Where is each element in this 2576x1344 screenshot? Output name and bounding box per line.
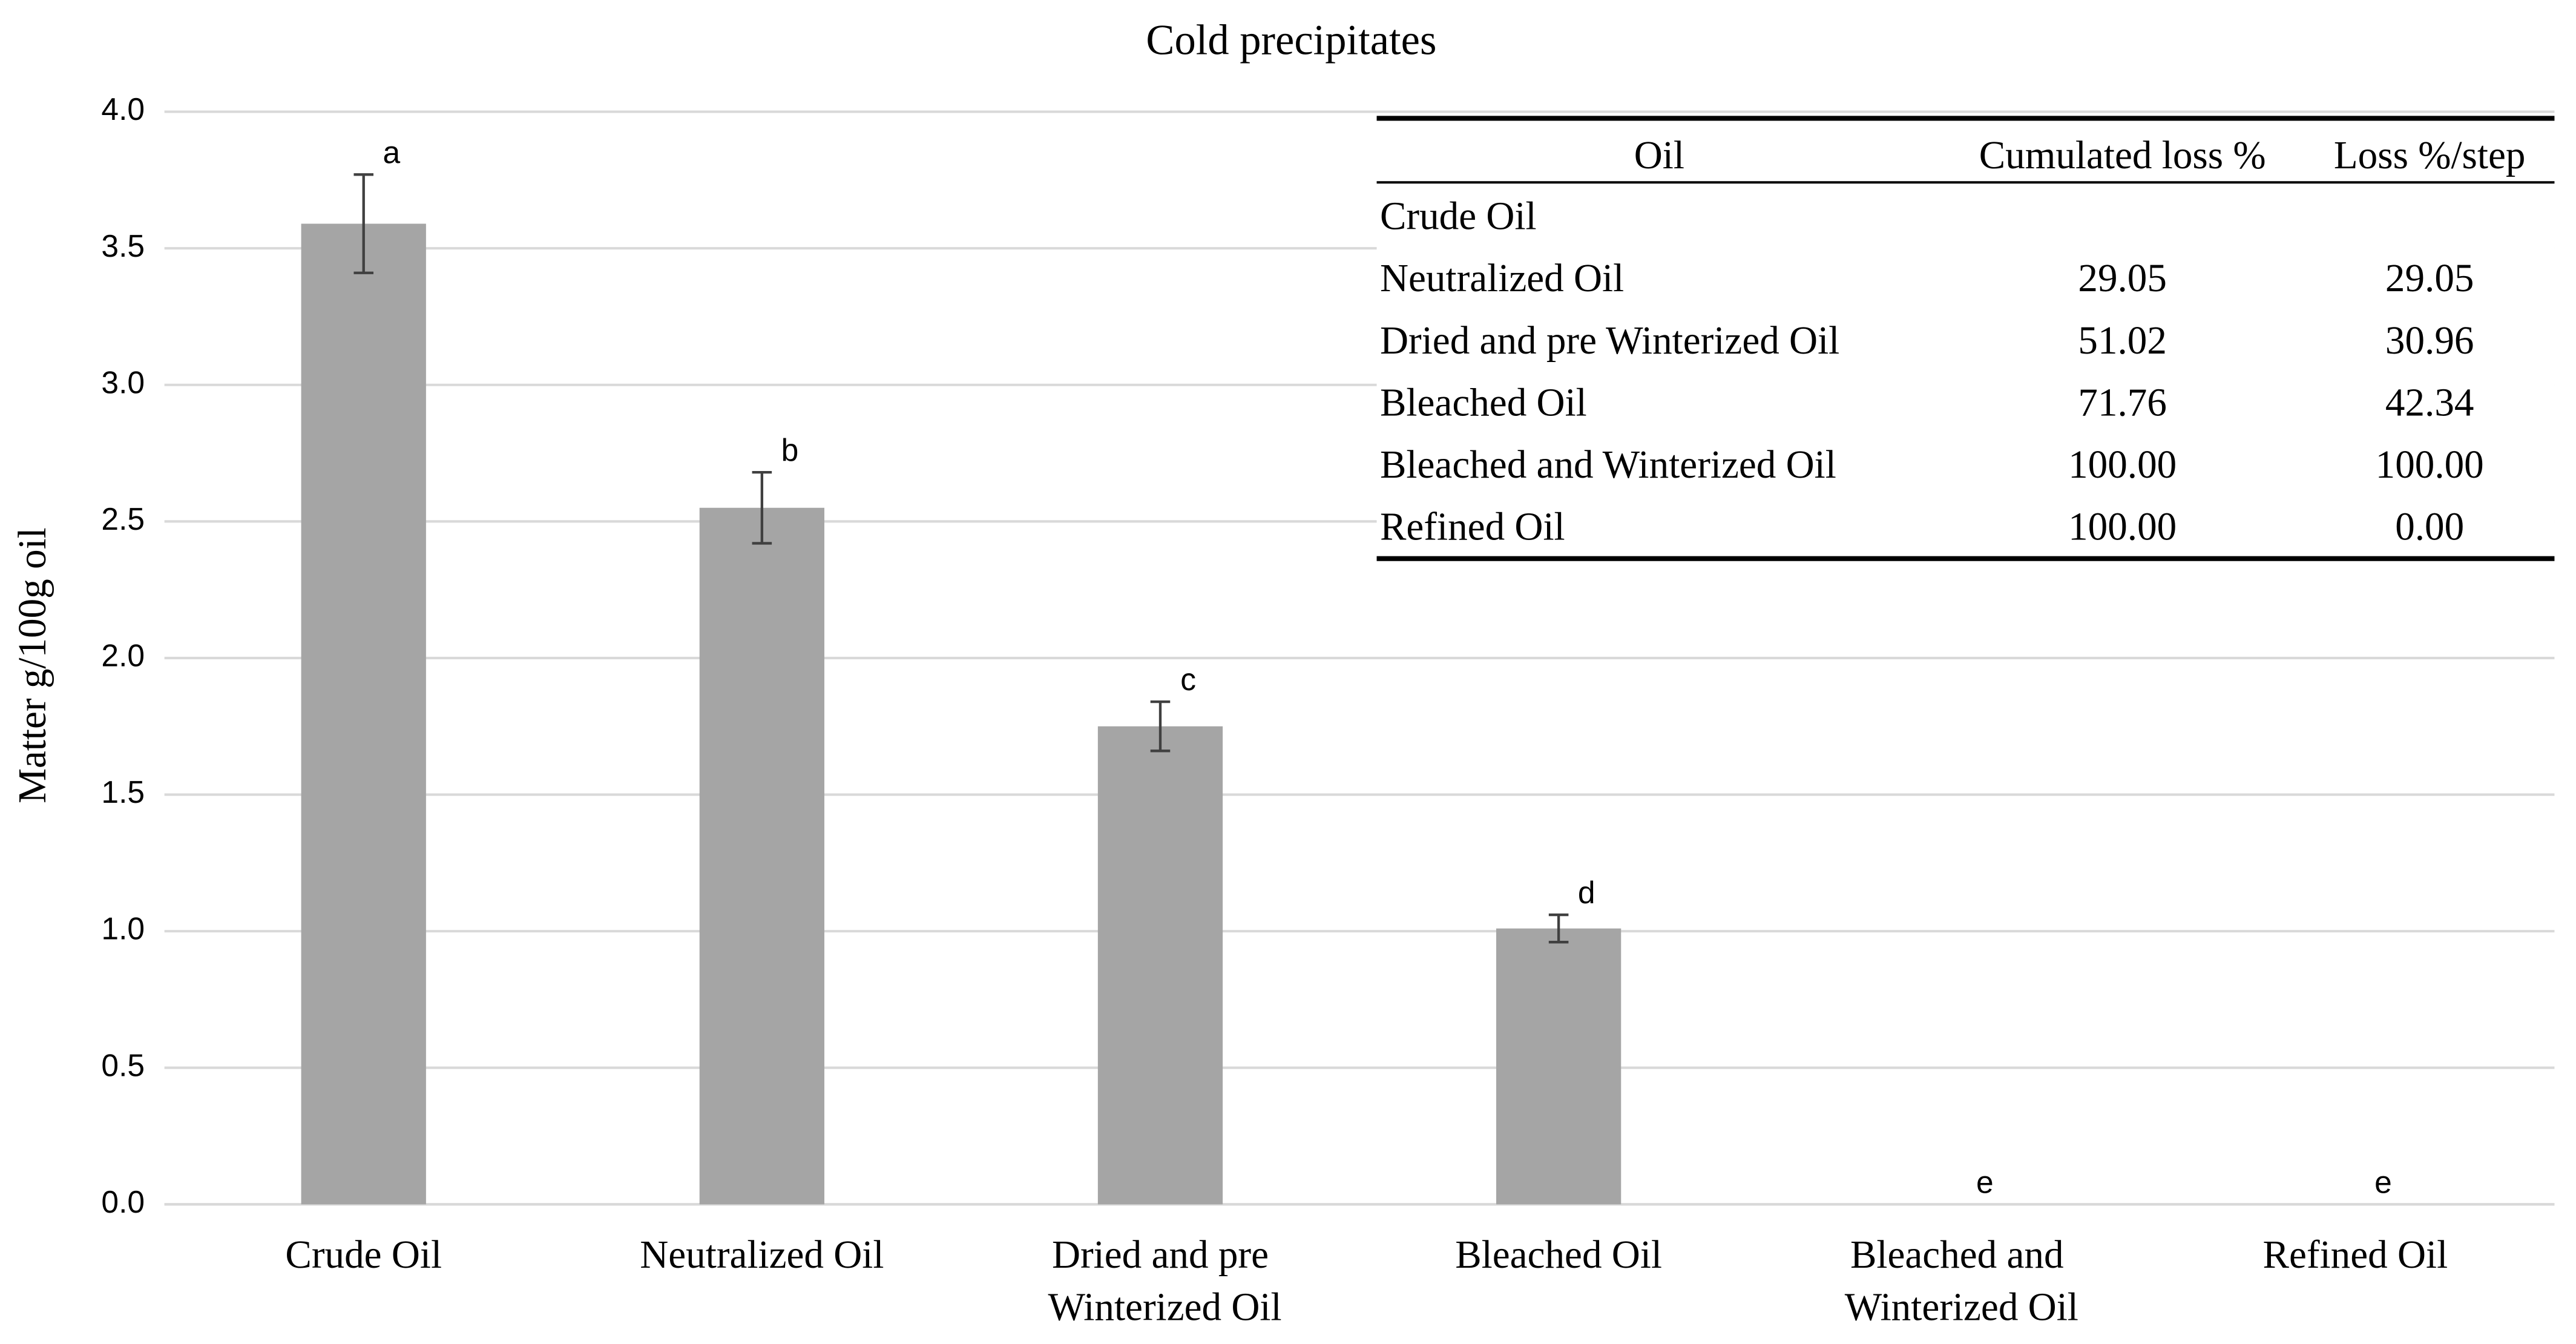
chart-title: Cold precipitates — [1146, 16, 1436, 64]
x-tick-label: Dried and pre Winterized Oil — [1039, 1233, 1281, 1329]
significance-letter: a — [383, 134, 401, 170]
error-bar — [1150, 700, 1171, 753]
table-cell: Neutralized Oil — [1380, 257, 1624, 300]
table-cell: Dried and pre Winterized Oil — [1380, 319, 1839, 363]
significance-letter: e — [2374, 1164, 2392, 1199]
table-background — [1376, 114, 2555, 562]
y-tick-label: 2.5 — [101, 501, 145, 536]
table-cell: 100.00 — [2376, 443, 2484, 487]
table-cell: 42.34 — [2385, 381, 2474, 424]
error-bar — [353, 173, 374, 274]
bar — [1097, 726, 1223, 1205]
y-tick-label: 0.0 — [101, 1184, 145, 1219]
table-cell: Crude Oil — [1380, 195, 1537, 239]
y-tick-label: 4.0 — [101, 91, 145, 127]
bar — [1496, 928, 1622, 1205]
y-tick-label: 2.0 — [101, 638, 145, 673]
table-cell: 100.00 — [2068, 443, 2177, 487]
table-cell: 0.00 — [2395, 506, 2464, 549]
x-tick-label: Refined Oil — [2263, 1233, 2448, 1277]
table-cell: 71.76 — [2078, 381, 2167, 424]
error-bar — [1548, 913, 1569, 944]
significance-letter: d — [1578, 875, 1595, 910]
table-header: Cumulated loss % — [1979, 134, 2266, 177]
y-axis-label: Matter g/100g oil — [11, 527, 54, 803]
error-bar — [752, 470, 772, 545]
x-tick-label: Bleached and Winterized Oil — [1836, 1233, 2078, 1329]
table-header: Oil — [1634, 134, 1684, 177]
y-tick-label: 1.5 — [101, 774, 145, 809]
significance-letter: b — [781, 432, 799, 467]
y-tick-label: 0.5 — [101, 1047, 145, 1082]
table-cell: 51.02 — [2078, 319, 2167, 363]
x-tick-label: Bleached Oil — [1455, 1233, 1662, 1277]
table-cell: 29.05 — [2385, 257, 2474, 300]
table-header: Loss %/step — [2334, 134, 2526, 177]
table-cell: Refined Oil — [1380, 506, 1565, 549]
y-tick-label: 3.0 — [101, 364, 145, 400]
x-tick-label: Neutralized Oil — [640, 1233, 884, 1277]
table-cell: 30.96 — [2385, 319, 2474, 363]
table-cell: 100.00 — [2068, 506, 2177, 549]
x-tick-label: Crude Oil — [285, 1233, 442, 1277]
significance-letter: e — [1976, 1164, 1994, 1199]
table-cell: 29.05 — [2078, 257, 2167, 300]
bar — [699, 507, 824, 1205]
significance-letter: c — [1180, 662, 1196, 697]
y-tick-label: 1.0 — [101, 911, 145, 946]
table-cell: Bleached and Winterized Oil — [1380, 443, 1836, 487]
bar — [301, 223, 426, 1205]
y-tick-label: 3.5 — [101, 228, 145, 263]
table-cell: Bleached Oil — [1380, 381, 1587, 424]
